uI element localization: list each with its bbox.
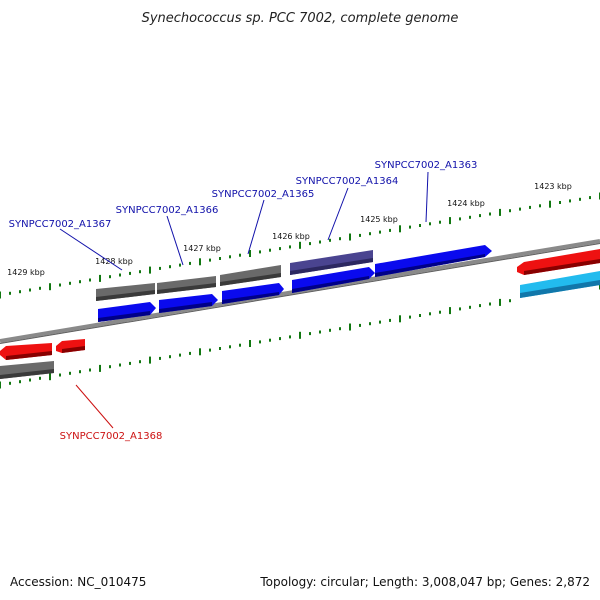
tick-label-1427: 1427 kbp (183, 244, 221, 253)
gene-A1365-feature[interactable] (220, 265, 281, 286)
gene-label-a1367[interactable]: SYNPCC7002_A1367 (9, 219, 112, 230)
gene-label-a1363[interactable]: SYNPCC7002_A1363 (375, 160, 478, 171)
upper-tick-ring (0, 192, 600, 299)
gene-A1366-feature[interactable] (157, 276, 216, 294)
cds-A1368[interactable] (56, 339, 85, 353)
gene-label-a1366[interactable]: SYNPCC7002_A1366 (116, 205, 219, 216)
lower-tick-ring (0, 282, 600, 389)
label-leaders (59, 171, 429, 429)
tick-label-1426: 1426 kbp (272, 232, 310, 241)
cds-A1364[interactable] (292, 267, 375, 293)
genome-title: Synechococcus sp. PCC 7002, complete gen… (142, 11, 459, 26)
genome-backbone-shadow (0, 243, 600, 344)
cds-A1366[interactable] (159, 294, 218, 313)
cds-reverse-left-a[interactable] (0, 343, 52, 360)
tick-label-1428: 1428 kbp (95, 257, 133, 266)
genome-summary-text: Topology: circular; Length: 3,008,047 bp… (259, 575, 590, 589)
accession-text: Accession: NC_010475 (10, 575, 146, 589)
gene-label-a1368[interactable]: SYNPCC7002_A1368 (60, 431, 163, 442)
cds-reverse-right[interactable] (517, 249, 600, 275)
rna-feature-right[interactable] (520, 271, 600, 298)
cds-A1367[interactable] (98, 302, 156, 322)
gene-A1368-feature[interactable] (0, 361, 54, 379)
tick-label-1424: 1424 kbp (447, 199, 485, 208)
tick-label-1423: 1423 kbp (534, 182, 572, 191)
tick-label-1429: 1429 kbp (7, 268, 45, 277)
gene-label-a1364[interactable]: SYNPCC7002_A1364 (296, 176, 399, 187)
cds-A1365[interactable] (222, 283, 284, 304)
gene-A1367-feature[interactable] (96, 283, 155, 301)
cds-A1363[interactable] (375, 245, 492, 277)
gene-A1364-feature[interactable] (290, 250, 373, 275)
tick-label-1425: 1425 kbp (360, 215, 398, 224)
gene-label-a1365[interactable]: SYNPCC7002_A1365 (212, 189, 315, 200)
